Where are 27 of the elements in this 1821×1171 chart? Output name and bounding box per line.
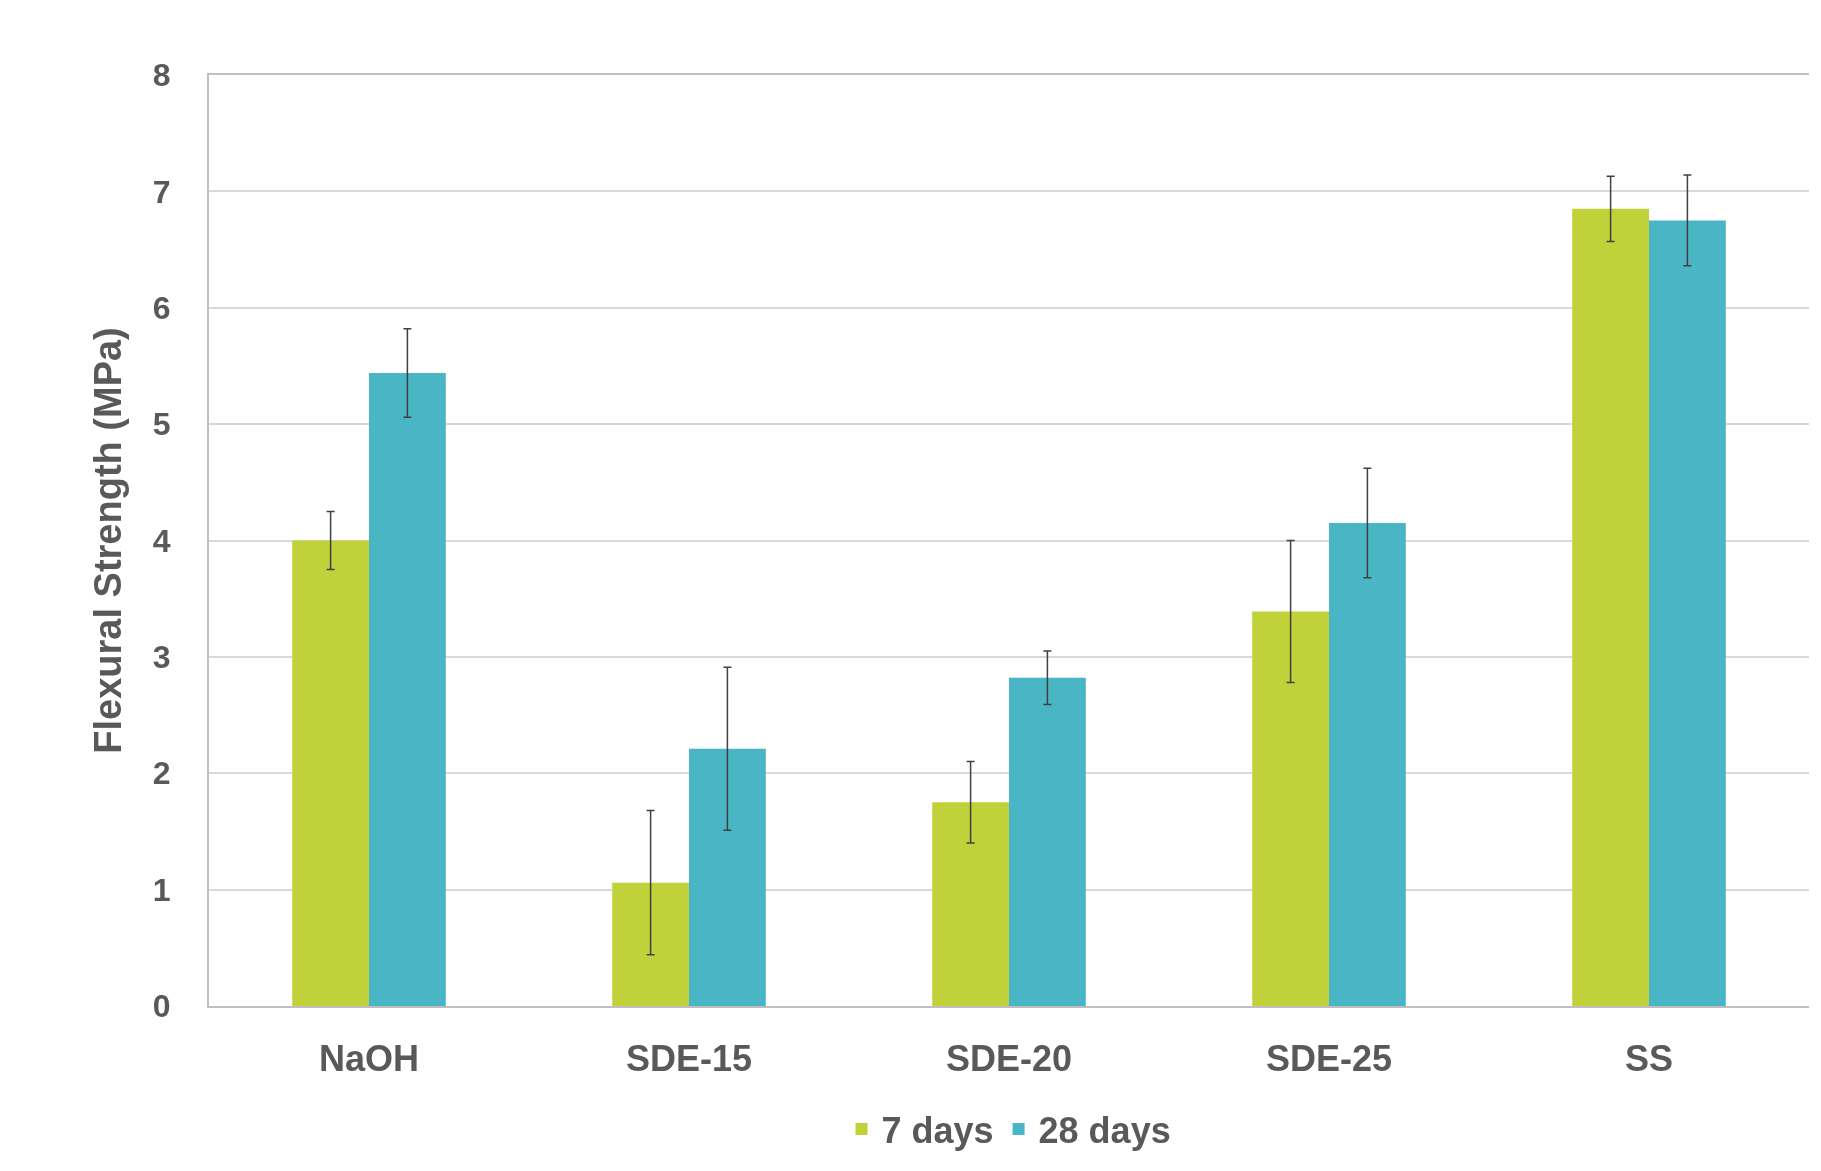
bar xyxy=(932,802,1009,1006)
bar xyxy=(689,748,766,1006)
bar xyxy=(1252,611,1329,1006)
legend-label: 28 days xyxy=(1038,1110,1171,1152)
bar xyxy=(1009,677,1086,1006)
y-tick-label: 2 xyxy=(152,755,171,792)
bar xyxy=(612,882,689,1006)
y-tick-label: 5 xyxy=(152,406,171,443)
y-tick-label: 6 xyxy=(152,289,171,326)
x-tick-label: NaOH xyxy=(318,1038,420,1080)
bar xyxy=(1572,208,1649,1006)
y-tick-label: 3 xyxy=(152,639,171,676)
bar xyxy=(292,540,369,1006)
y-tick-label: 4 xyxy=(152,522,171,559)
x-tick-label: SDE-20 xyxy=(945,1038,1073,1080)
x-tick-label: SDE-15 xyxy=(625,1038,753,1080)
bar xyxy=(1329,523,1406,1006)
y-tick-label: 1 xyxy=(152,871,171,908)
bar xyxy=(369,372,446,1006)
legend-label: 7 days xyxy=(881,1110,994,1152)
y-axis-title: Flexural Strength (MPa) xyxy=(86,327,129,754)
x-tick-label: SS xyxy=(1624,1038,1674,1080)
bar xyxy=(1649,220,1726,1006)
y-tick-label: 7 xyxy=(152,173,171,210)
x-tick-label: SDE-25 xyxy=(1265,1038,1393,1080)
y-tick-label: 8 xyxy=(152,57,171,94)
y-tick-label: 0 xyxy=(152,988,171,1025)
